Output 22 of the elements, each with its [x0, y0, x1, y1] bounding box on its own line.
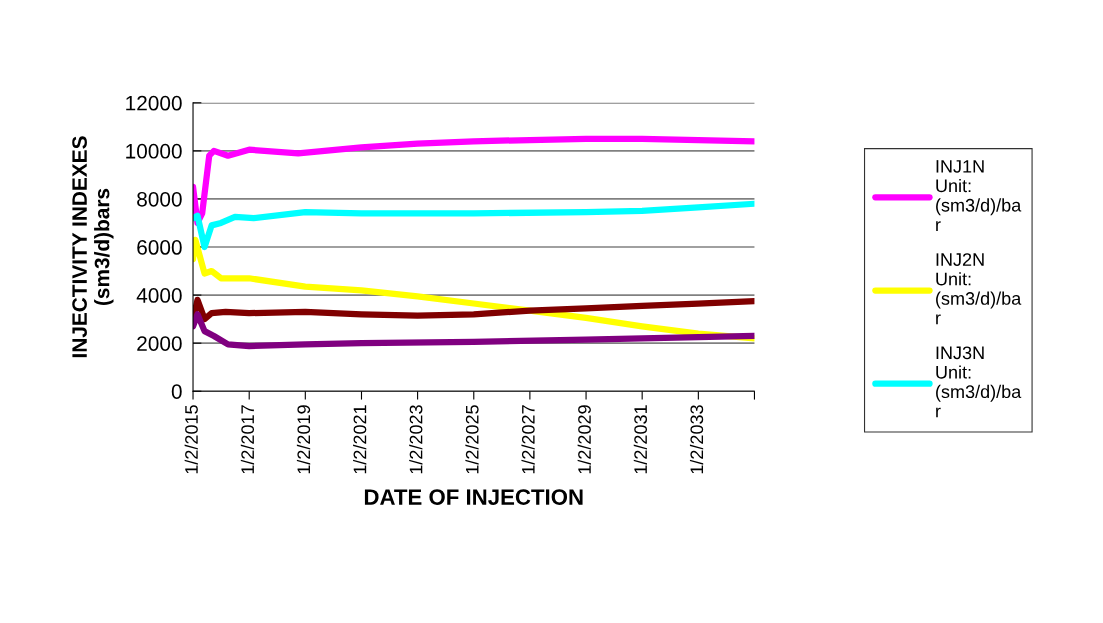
y-tick-label: 0 — [171, 384, 182, 399]
x-axis-title: DATE OF INJECTION — [364, 489, 583, 505]
y-tick-label: 12000 — [126, 95, 182, 111]
y-tick-label: 4000 — [136, 288, 182, 303]
x-tick-label: 1/2/2023 — [409, 405, 423, 474]
legend-label: INJ3N Unit: (sm3/d)/ba r — [936, 346, 1022, 418]
x-tick-label: 1/2/2033 — [689, 405, 704, 474]
x-tick-label: 1/2/2021 — [353, 405, 367, 474]
legend-label: INJ1N Unit: (sm3/d)/ba r — [936, 160, 1022, 231]
x-tick-label: 1/2/2025 — [465, 405, 479, 474]
x-tick-label: 1/2/2027 — [521, 405, 535, 474]
x-tick-label: 1/2/2019 — [296, 405, 311, 474]
x-tick-label: 1/2/2015 — [184, 405, 198, 474]
y-tick-label: 6000 — [137, 240, 182, 255]
x-tick-label: 1/2/2031 — [633, 405, 648, 474]
legend-label: INJ2N Unit: (sm3/d)/ba r — [936, 253, 1022, 325]
x-tick-label: 1/2/2017 — [240, 405, 255, 474]
y-tick-label: 10000 — [126, 143, 182, 159]
y-axis-title: INJECTIVITY INDEXES (sm3/d)bars — [72, 136, 114, 358]
y-tick-label: 2000 — [137, 336, 182, 351]
y-tick-label: 8000 — [137, 191, 182, 207]
x-tick-label: 1/2/2029 — [577, 405, 591, 474]
